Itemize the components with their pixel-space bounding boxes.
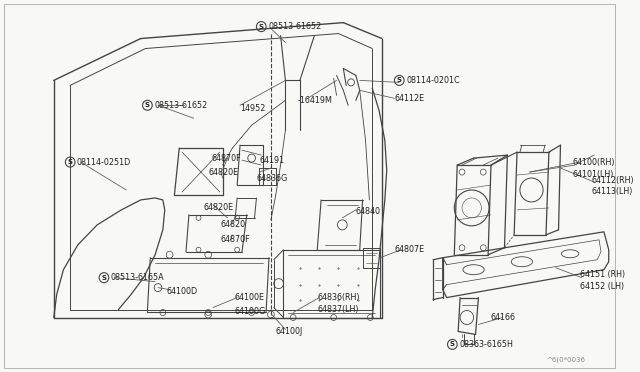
Text: 64820: 64820 (221, 220, 246, 230)
Text: 64100E: 64100E (234, 293, 264, 302)
Text: 64151 (RH): 64151 (RH) (580, 270, 625, 279)
Text: ^6(0*0036: ^6(0*0036 (546, 356, 585, 363)
Text: 08114-0251D: 08114-0251D (77, 158, 131, 167)
Text: 64870F: 64870F (211, 154, 241, 163)
Text: 08513-6165A: 08513-6165A (111, 273, 164, 282)
Text: 14952: 14952 (240, 104, 266, 113)
Text: 64837(LH): 64837(LH) (317, 305, 359, 314)
Text: -16419M: -16419M (298, 96, 333, 105)
Text: 64166: 64166 (491, 313, 516, 322)
Text: 64112(RH): 64112(RH) (591, 176, 634, 185)
Text: 64836G: 64836G (257, 173, 288, 183)
Text: S: S (259, 23, 264, 30)
Text: 64836(RH): 64836(RH) (317, 293, 360, 302)
Text: 08363-6165H: 08363-6165H (459, 340, 513, 349)
Text: 64101(LH): 64101(LH) (572, 170, 613, 179)
Text: S: S (450, 341, 455, 347)
Text: 64100D: 64100D (166, 287, 198, 296)
Text: 64820E: 64820E (204, 203, 234, 212)
Text: 64100G: 64100G (234, 307, 266, 316)
Text: 64870F: 64870F (221, 235, 250, 244)
Text: 64100(RH): 64100(RH) (572, 158, 614, 167)
Text: 64113(LH): 64113(LH) (591, 187, 633, 196)
Text: 64807E: 64807E (394, 245, 424, 254)
Text: 08513-61652: 08513-61652 (154, 101, 207, 110)
Text: S: S (102, 275, 106, 280)
Text: 64152 (LH): 64152 (LH) (580, 282, 624, 291)
Text: 64191: 64191 (259, 155, 284, 164)
Text: 64100J: 64100J (276, 327, 303, 336)
Text: S: S (397, 77, 402, 83)
Text: S: S (68, 159, 73, 165)
Text: 08114-0201C: 08114-0201C (406, 76, 460, 85)
Text: 64112E: 64112E (394, 94, 424, 103)
Text: S: S (145, 102, 150, 108)
Text: 64820E: 64820E (208, 167, 238, 177)
Text: 64840: 64840 (356, 208, 381, 217)
Text: 08513-61652: 08513-61652 (268, 22, 321, 31)
